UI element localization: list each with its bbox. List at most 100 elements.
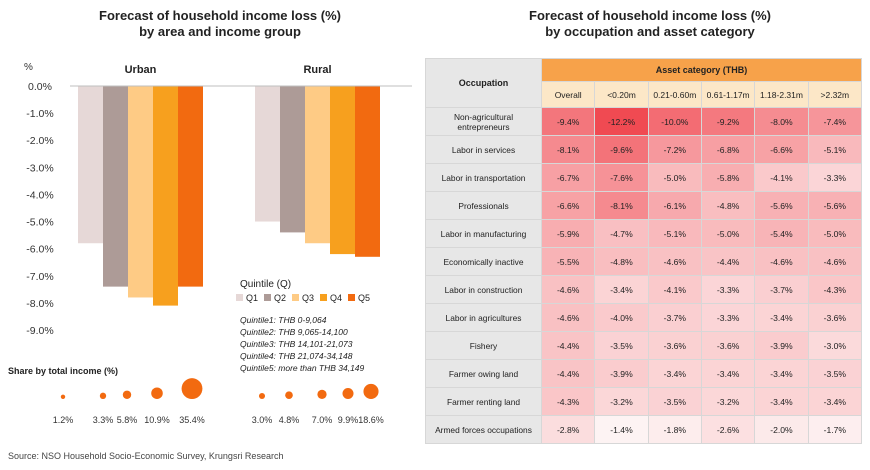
y-tick-label: -7.0%	[26, 271, 53, 283]
heat-cell: -4.8%	[700, 191, 756, 220]
heat-cell: -4.6%	[647, 247, 702, 276]
heat-cell: -3.4%	[700, 359, 756, 388]
share-label: 3.3%	[93, 415, 114, 425]
column-header: >2.32m	[807, 81, 863, 108]
column-header: Overall	[540, 81, 596, 108]
table-row: Professionals -6.6% -8.1% -6.1% -4.8% -5.6% -5…	[425, 191, 863, 220]
heat-cell: -7.2%	[647, 135, 702, 164]
share-label: 3.0%	[252, 415, 273, 425]
heat-cell: -4.7%	[594, 219, 649, 248]
heat-cell: -3.9%	[594, 359, 649, 388]
table-row: Labor in transportation -6.7% -7.6% -5.0% -5…	[425, 163, 863, 192]
share-bubble-rural	[285, 391, 293, 400]
heat-cell: -3.7%	[754, 275, 809, 304]
heat-cell: -3.5%	[594, 331, 649, 360]
table-row: Farmer owing land -4.4% -3.9% -3.4% -3.4% -3.…	[425, 359, 863, 388]
heat-cell: -3.6%	[700, 331, 756, 360]
y-tick-label: 0.0%	[28, 81, 52, 93]
heat-cell: -8.1%	[594, 191, 649, 220]
share-bubble-urban	[99, 392, 107, 399]
share-bubble-rural	[363, 383, 379, 399]
legend-label: Q1	[246, 293, 259, 303]
table-row: Armed forces occupations -2.8% -1.4% -1.8% -…	[425, 415, 863, 444]
heat-cell: -4.0%	[594, 303, 649, 332]
heat-cell: -4.6%	[807, 247, 863, 276]
heat-cell: -3.4%	[594, 275, 649, 304]
legend-item-q1: Q1	[236, 293, 258, 303]
legend-item-q4: Q4	[320, 293, 342, 303]
heat-cell: -8.0%	[754, 107, 809, 136]
heat-cell: -5.6%	[754, 191, 809, 220]
legend-label: Q5	[358, 293, 371, 303]
table-row: Non-agricultural entrepreneurs -9.4% -12.2…	[425, 107, 863, 136]
heat-cell: -2.8%	[540, 415, 596, 444]
heat-cell: -7.4%	[807, 107, 863, 136]
bar-chart: % 0.0% -1.0% -2.0% -3.0% -4.0% -5.0% -6.0% -7.0%…	[24, 62, 412, 337]
share-bubble-rural	[317, 389, 327, 399]
column-header: 0.21-0.60m	[647, 81, 702, 108]
table-row: Labor in manufacturing -5.9% -4.7% -5.1% -5.…	[425, 219, 863, 248]
heat-cell: -3.2%	[700, 387, 756, 416]
bar-rural-q5	[355, 86, 380, 257]
legend-item-q5: Q5	[348, 293, 370, 303]
occupation-label: Professionals	[425, 191, 542, 220]
heat-cell: -3.4%	[754, 303, 809, 332]
heat-cell: -3.5%	[807, 359, 863, 388]
y-tick-label: -3.0%	[26, 162, 53, 174]
heatmap-table: Occupation Asset category (THB) Overall <0.…	[425, 57, 863, 444]
bar-urban-q2	[103, 86, 128, 287]
share-label: 9.9%	[338, 415, 359, 425]
heat-cell: -10.0%	[647, 107, 702, 136]
table-row: Labor in services -8.1% -9.6% -7.2% -6.8% -6.…	[425, 135, 863, 164]
heat-cell: -5.6%	[807, 191, 863, 220]
heat-cell: -3.5%	[647, 387, 702, 416]
occupation-label: Labor in manufacturing	[425, 219, 542, 248]
heat-cell: -4.6%	[540, 275, 596, 304]
heat-cell: -4.1%	[754, 163, 809, 192]
occupation-label: Non-agricultural entrepreneurs	[425, 107, 542, 136]
heat-cell: -9.6%	[594, 135, 649, 164]
legend-label: Q2	[274, 293, 287, 303]
heat-cell: -5.9%	[540, 219, 596, 248]
share-bubble-urban	[122, 390, 132, 399]
heat-cell: -5.5%	[540, 247, 596, 276]
table-row: Farmer renting land -4.3% -3.2% -3.5% -3.2% -…	[425, 387, 863, 416]
heat-cell: -4.8%	[594, 247, 649, 276]
share-label: 1.2%	[53, 415, 74, 425]
heat-cell: -5.0%	[647, 163, 702, 192]
occupation-label: Labor in agricultures	[425, 303, 542, 332]
quintile-note: Quintile2: THB 9,065-14,100	[240, 327, 348, 337]
quintile-note: Quintile4: THB 21,074-34,148	[240, 351, 353, 361]
heat-cell: -3.3%	[700, 303, 756, 332]
legend-label: Q3	[302, 293, 315, 303]
share-label: 4.8%	[279, 415, 300, 425]
heat-cell: -4.4%	[540, 331, 596, 360]
share-bubble-rural	[258, 392, 266, 399]
heat-cell: -3.4%	[807, 387, 863, 416]
y-tick-label: -2.0%	[26, 135, 53, 147]
share-bubble-urban	[181, 378, 203, 399]
right-chart-title: Forecast of household income loss (%) by…	[430, 8, 870, 40]
table-row: Labor in construction -4.6% -3.4% -4.1% -3.3…	[425, 275, 863, 304]
heat-cell: -5.1%	[807, 135, 863, 164]
heat-cell: -3.7%	[647, 303, 702, 332]
occupation-label: Armed forces occupations	[425, 415, 542, 444]
heat-cell: -5.0%	[700, 219, 756, 248]
right-title-line1: Forecast of household income loss (%)	[529, 8, 771, 23]
heat-cell: -6.1%	[647, 191, 702, 220]
y-tick-label: -5.0%	[26, 217, 53, 229]
heat-cell: -4.6%	[540, 303, 596, 332]
share-title: Share by total income (%)	[8, 366, 119, 376]
occupation-label: Labor in services	[425, 135, 542, 164]
heat-cell: -4.4%	[700, 247, 756, 276]
heat-cell: -4.6%	[754, 247, 809, 276]
heat-cell: -12.2%	[594, 107, 649, 136]
legend-item-q2: Q2	[264, 293, 286, 303]
share-label: 5.8%	[117, 415, 138, 425]
y-tick-label: -6.0%	[26, 244, 53, 256]
heat-cell: -3.4%	[754, 359, 809, 388]
bar-rural-q3	[305, 86, 330, 244]
table-row: Labor in agricultures -4.6% -4.0% -3.7% -3.3…	[425, 303, 863, 332]
quintile-notes: Quintile1: THB 0-9,064 Quintile2: THB 9,0…	[240, 314, 364, 374]
heat-cell: -6.7%	[540, 163, 596, 192]
